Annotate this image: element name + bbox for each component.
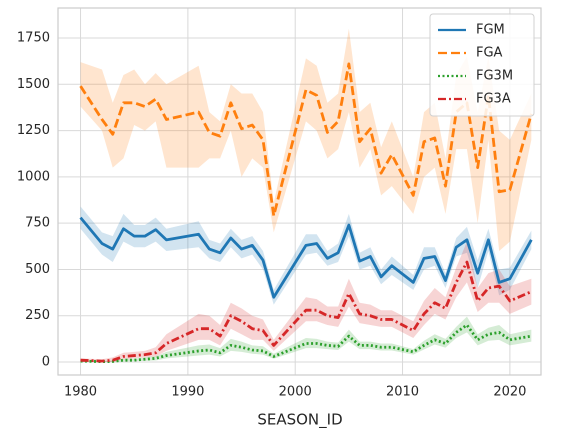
y-tick-label: 1250 <box>17 123 50 138</box>
series-line <box>80 260 532 363</box>
x-tick-label: 1990 <box>171 385 204 400</box>
y-tick-label: 1750 <box>17 30 50 45</box>
legend-label: FGA <box>476 46 503 61</box>
confidence-band <box>80 28 532 251</box>
x-tick-label: 2010 <box>386 385 419 400</box>
legend-label: FG3A <box>476 92 511 107</box>
legend: FGM FGA FG3M FG3A <box>429 13 535 117</box>
legend-label: FG3M <box>476 69 513 84</box>
x-tick-label: 1980 <box>64 385 97 400</box>
x-tick-label: 2020 <box>493 385 526 400</box>
y-tick-label: 250 <box>25 308 50 323</box>
legend-box <box>429 13 535 117</box>
legend-label: FGM <box>476 23 505 38</box>
y-tick-label: 0 <box>42 355 50 370</box>
series-line <box>79 216 533 299</box>
plot-frame <box>57 7 542 376</box>
y-tick-label: 750 <box>25 216 50 231</box>
y-tick-label: 1500 <box>17 77 50 92</box>
y-tick-label: 500 <box>25 262 50 277</box>
x-tick-label: 2000 <box>279 385 312 400</box>
y-tick-label: 1000 <box>17 169 50 184</box>
confidence-band <box>80 206 532 305</box>
x-axis-label: SEASON_ID <box>257 411 342 430</box>
series-line <box>80 323 532 364</box>
